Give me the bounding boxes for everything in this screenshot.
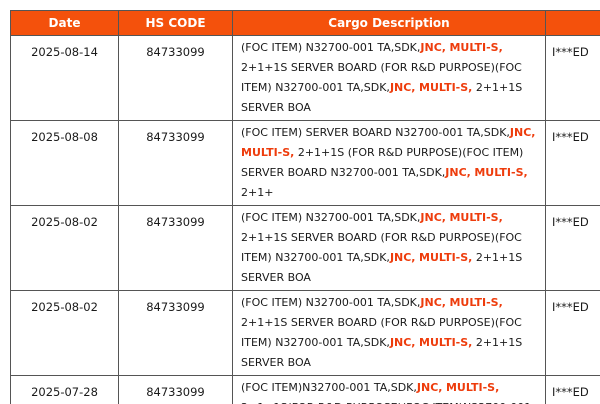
description-text: 2+1+1S SERVER BOA <box>241 336 523 369</box>
column-header-cargo-description: Cargo Description <box>232 10 546 36</box>
highlighted-term: MULTI-S, <box>419 336 473 349</box>
cargo-description-cell: (FOC ITEM) SERVER BOARD N32700-001 TA,SD… <box>232 120 546 206</box>
table-row: 2025-08-14 84733099 (FOC ITEM) N32700-00… <box>10 35 600 121</box>
highlighted-term: MULTI-S, <box>241 146 295 159</box>
table-body: 2025-08-14 84733099 (FOC ITEM) N32700-00… <box>10 35 600 404</box>
column-header-date: Date <box>10 10 119 36</box>
highlighted-term: JNC, <box>416 381 443 394</box>
highlighted-term: MULTI-S, <box>449 296 503 309</box>
hs-code-cell: 84733099 <box>118 120 233 206</box>
shipment-records-table: Date HS CODE Cargo Description 2025-08-1… <box>10 10 600 404</box>
hs-code-cell: 84733099 <box>118 205 233 291</box>
description-text: (FOC ITEM)N32700-001 TA,SDK, <box>241 381 417 394</box>
cargo-description-cell: (FOC ITEM)N32700-001 TA,SDK,JNC, MULTI-S… <box>232 375 546 404</box>
hs-code-cell: 84733099 <box>118 375 233 404</box>
table-row: 2025-08-08 84733099 (FOC ITEM) SERVER BO… <box>10 120 600 206</box>
description-text: (FOC ITEM) N32700-001 TA,SDK, <box>241 41 421 54</box>
date-cell: 2025-08-14 <box>10 35 119 121</box>
table-row: 2025-08-02 84733099 (FOC ITEM) N32700-00… <box>10 290 600 376</box>
highlighted-term: JNC, <box>420 296 446 309</box>
description-text: 2+1+1S SERVER BOARD (FOR R&D PURPOSE)(FO… <box>241 61 522 94</box>
highlighted-term: JNC, <box>389 336 416 349</box>
description-text: 2+1+1S SERVER BOARD (FOR R&D PURPOSE)(FO… <box>241 231 522 264</box>
cargo-description-cell: (FOC ITEM) N32700-001 TA,SDK,JNC, MULTI-… <box>232 35 546 121</box>
date-cell: 2025-07-28 <box>10 375 119 404</box>
status-cell: I***ED <box>545 290 600 376</box>
cargo-description-cell: (FOC ITEM) N32700-001 TA,SDK,JNC, MULTI-… <box>232 290 546 376</box>
highlighted-term: MULTI-S, <box>449 211 503 224</box>
status-cell: I***ED <box>545 120 600 206</box>
status-cell: I***ED <box>545 205 600 291</box>
description-text: (FOC ITEM) N32700-001 TA,SDK, <box>241 296 421 309</box>
description-text: 2+1+1S SERVER BOARD (FOR R&D PURPOSE)(FO… <box>241 316 522 349</box>
description-text: 2+1+1S (FOR R&D PURPOSE)(FOC ITEM) SERVE… <box>241 146 524 179</box>
highlighted-term: MULTI-S, <box>474 166 528 179</box>
highlighted-term: JNC, <box>420 211 446 224</box>
date-cell: 2025-08-08 <box>10 120 119 206</box>
highlighted-term: JNC, <box>389 251 416 264</box>
highlighted-term: JNC, <box>509 126 536 139</box>
date-cell: 2025-08-02 <box>10 290 119 376</box>
highlighted-term: MULTI-S, <box>419 81 473 94</box>
hs-code-cell: 84733099 <box>118 290 233 376</box>
highlighted-term: MULTI-S, <box>419 251 473 264</box>
column-header-status <box>545 10 600 36</box>
status-cell: I***ED <box>545 375 600 404</box>
description-text: 2+1+1S SERVER BOA <box>241 251 523 284</box>
hs-code-cell: 84733099 <box>118 35 233 121</box>
status-cell: I***ED <box>545 35 600 121</box>
table-header: Date HS CODE Cargo Description <box>10 10 600 36</box>
description-text: 2+1+ <box>241 186 274 199</box>
header-row: Date HS CODE Cargo Description <box>10 10 600 36</box>
description-text: 2+1+1S(FOR R&D PURPOSE)(FOC ITEM)N32700-… <box>241 401 531 404</box>
highlighted-term: MULTI-S, <box>449 41 503 54</box>
highlighted-term: JNC, <box>389 81 416 94</box>
description-text: 2+1+1S SERVER BOA <box>241 81 523 114</box>
highlighted-term: JNC, <box>420 41 446 54</box>
table-row: 2025-08-02 84733099 (FOC ITEM) N32700-00… <box>10 205 600 291</box>
date-cell: 2025-08-02 <box>10 205 119 291</box>
highlighted-term: MULTI-S, <box>445 381 500 394</box>
table-row: 2025-07-28 84733099 (FOC ITEM)N32700-001… <box>10 375 600 404</box>
description-text: (FOC ITEM) N32700-001 TA,SDK, <box>241 211 421 224</box>
cargo-description-cell: (FOC ITEM) N32700-001 TA,SDK,JNC, MULTI-… <box>232 205 546 291</box>
column-header-hs-code: HS CODE <box>118 10 233 36</box>
description-text: (FOC ITEM) SERVER BOARD N32700-001 TA,SD… <box>241 126 510 139</box>
highlighted-term: JNC, <box>445 166 471 179</box>
